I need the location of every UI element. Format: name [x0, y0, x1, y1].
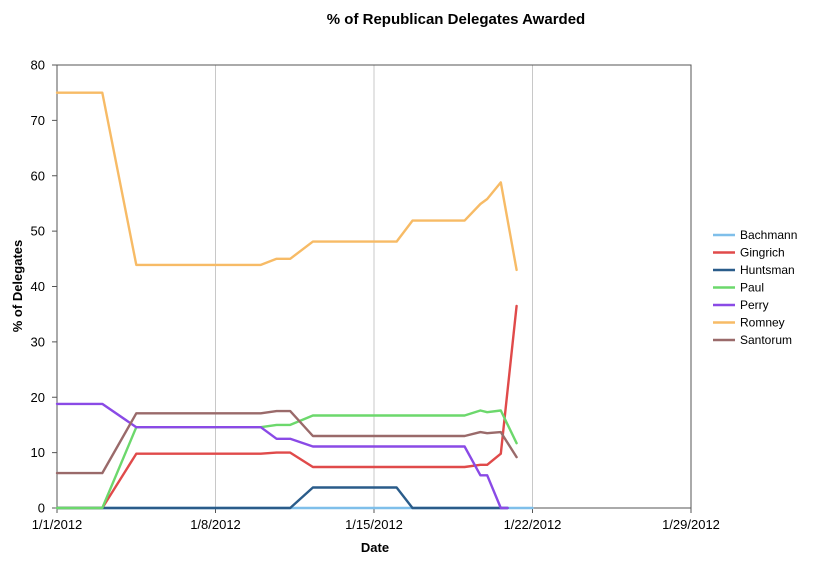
- y-tick-label: 30: [31, 334, 45, 349]
- x-tick-label: 1/22/2012: [504, 517, 562, 532]
- series-line-huntsman: [55, 486, 509, 510]
- chart-title: % of Republican Delegates Awarded: [327, 11, 585, 28]
- series-line-romney: [55, 91, 518, 272]
- legend-label-santorum: Santorum: [740, 333, 792, 347]
- x-tick-label: 1/15/2012: [345, 517, 403, 532]
- legend-label-huntsman: Huntsman: [740, 263, 795, 277]
- y-tick-label: 60: [31, 168, 45, 183]
- y-tick-label: 0: [38, 501, 45, 516]
- y-tick-label: 50: [31, 224, 45, 239]
- legend-label-perry: Perry: [740, 298, 769, 312]
- x-tick-label: 1/8/2012: [190, 517, 241, 532]
- legend: Bachmann Gingrich Huntsman Paul Perry Romney S…: [713, 228, 797, 347]
- y-axis-label: % of Delegates: [10, 240, 25, 332]
- legend-label-bachmann: Bachmann: [740, 228, 797, 242]
- y-axis-ticks: 0 10 20 30 40 50 60 70 80: [31, 58, 57, 516]
- y-tick-label: 20: [31, 390, 45, 405]
- series-line-gingrich: [55, 304, 518, 510]
- legend-label-paul: Paul: [740, 281, 764, 295]
- x-tick-label: 1/1/2012: [32, 517, 83, 532]
- legend-label-romney: Romney: [740, 316, 785, 330]
- y-tick-label: 10: [31, 445, 45, 460]
- series-line-santorum: [55, 409, 518, 475]
- legend-label-gingrich: Gingrich: [740, 246, 785, 260]
- series-lines: [55, 91, 534, 510]
- x-axis-ticks: 1/1/2012 1/8/2012 1/15/2012 1/22/2012 1/29/2…: [32, 508, 720, 532]
- y-tick-label: 40: [31, 279, 45, 294]
- y-tick-label: 70: [31, 113, 45, 128]
- vertical-gridlines: [215, 65, 533, 508]
- series-line-paul: [55, 409, 518, 510]
- x-tick-label: 1/29/2012: [662, 517, 720, 532]
- x-axis-label: Date: [361, 540, 389, 555]
- y-tick-label: 80: [31, 58, 45, 73]
